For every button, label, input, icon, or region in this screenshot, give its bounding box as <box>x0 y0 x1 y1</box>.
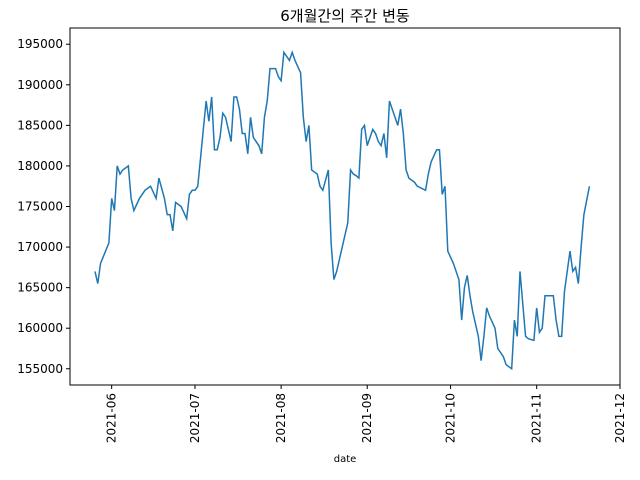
plot-frame <box>69 27 621 386</box>
y-tick-label: 155000 <box>17 362 63 376</box>
y-tick-label: 195000 <box>17 37 63 51</box>
y-tick-label: 170000 <box>17 240 63 254</box>
x-tick-label: 2021-10 <box>444 393 458 443</box>
y-tick-label: 165000 <box>17 281 63 295</box>
chart-title: 6개월간의 주간 변동 <box>280 7 410 25</box>
y-tick-label: 175000 <box>17 200 63 214</box>
data-line <box>94 50 591 371</box>
x-axis-label: date <box>334 454 357 465</box>
x-tick-label: 2021-11 <box>530 393 544 443</box>
x-tick-label: 2021-12 <box>613 393 627 443</box>
x-tick-label: 2021-09 <box>360 393 374 443</box>
y-tick-label: 190000 <box>17 78 63 92</box>
x-tick-label: 2021-07 <box>188 393 202 443</box>
x-tick-label: 2021-06 <box>105 393 119 443</box>
y-tick-label: 185000 <box>17 118 63 132</box>
x-tick-label: 2021-08 <box>274 393 288 443</box>
y-tick-label: 180000 <box>17 159 63 173</box>
y-tick-label: 160000 <box>17 321 63 335</box>
